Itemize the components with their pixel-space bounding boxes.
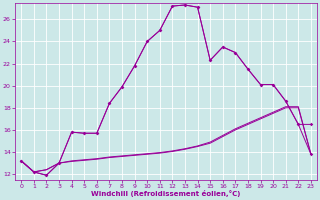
X-axis label: Windchill (Refroidissement éolien,°C): Windchill (Refroidissement éolien,°C) [92,190,241,197]
